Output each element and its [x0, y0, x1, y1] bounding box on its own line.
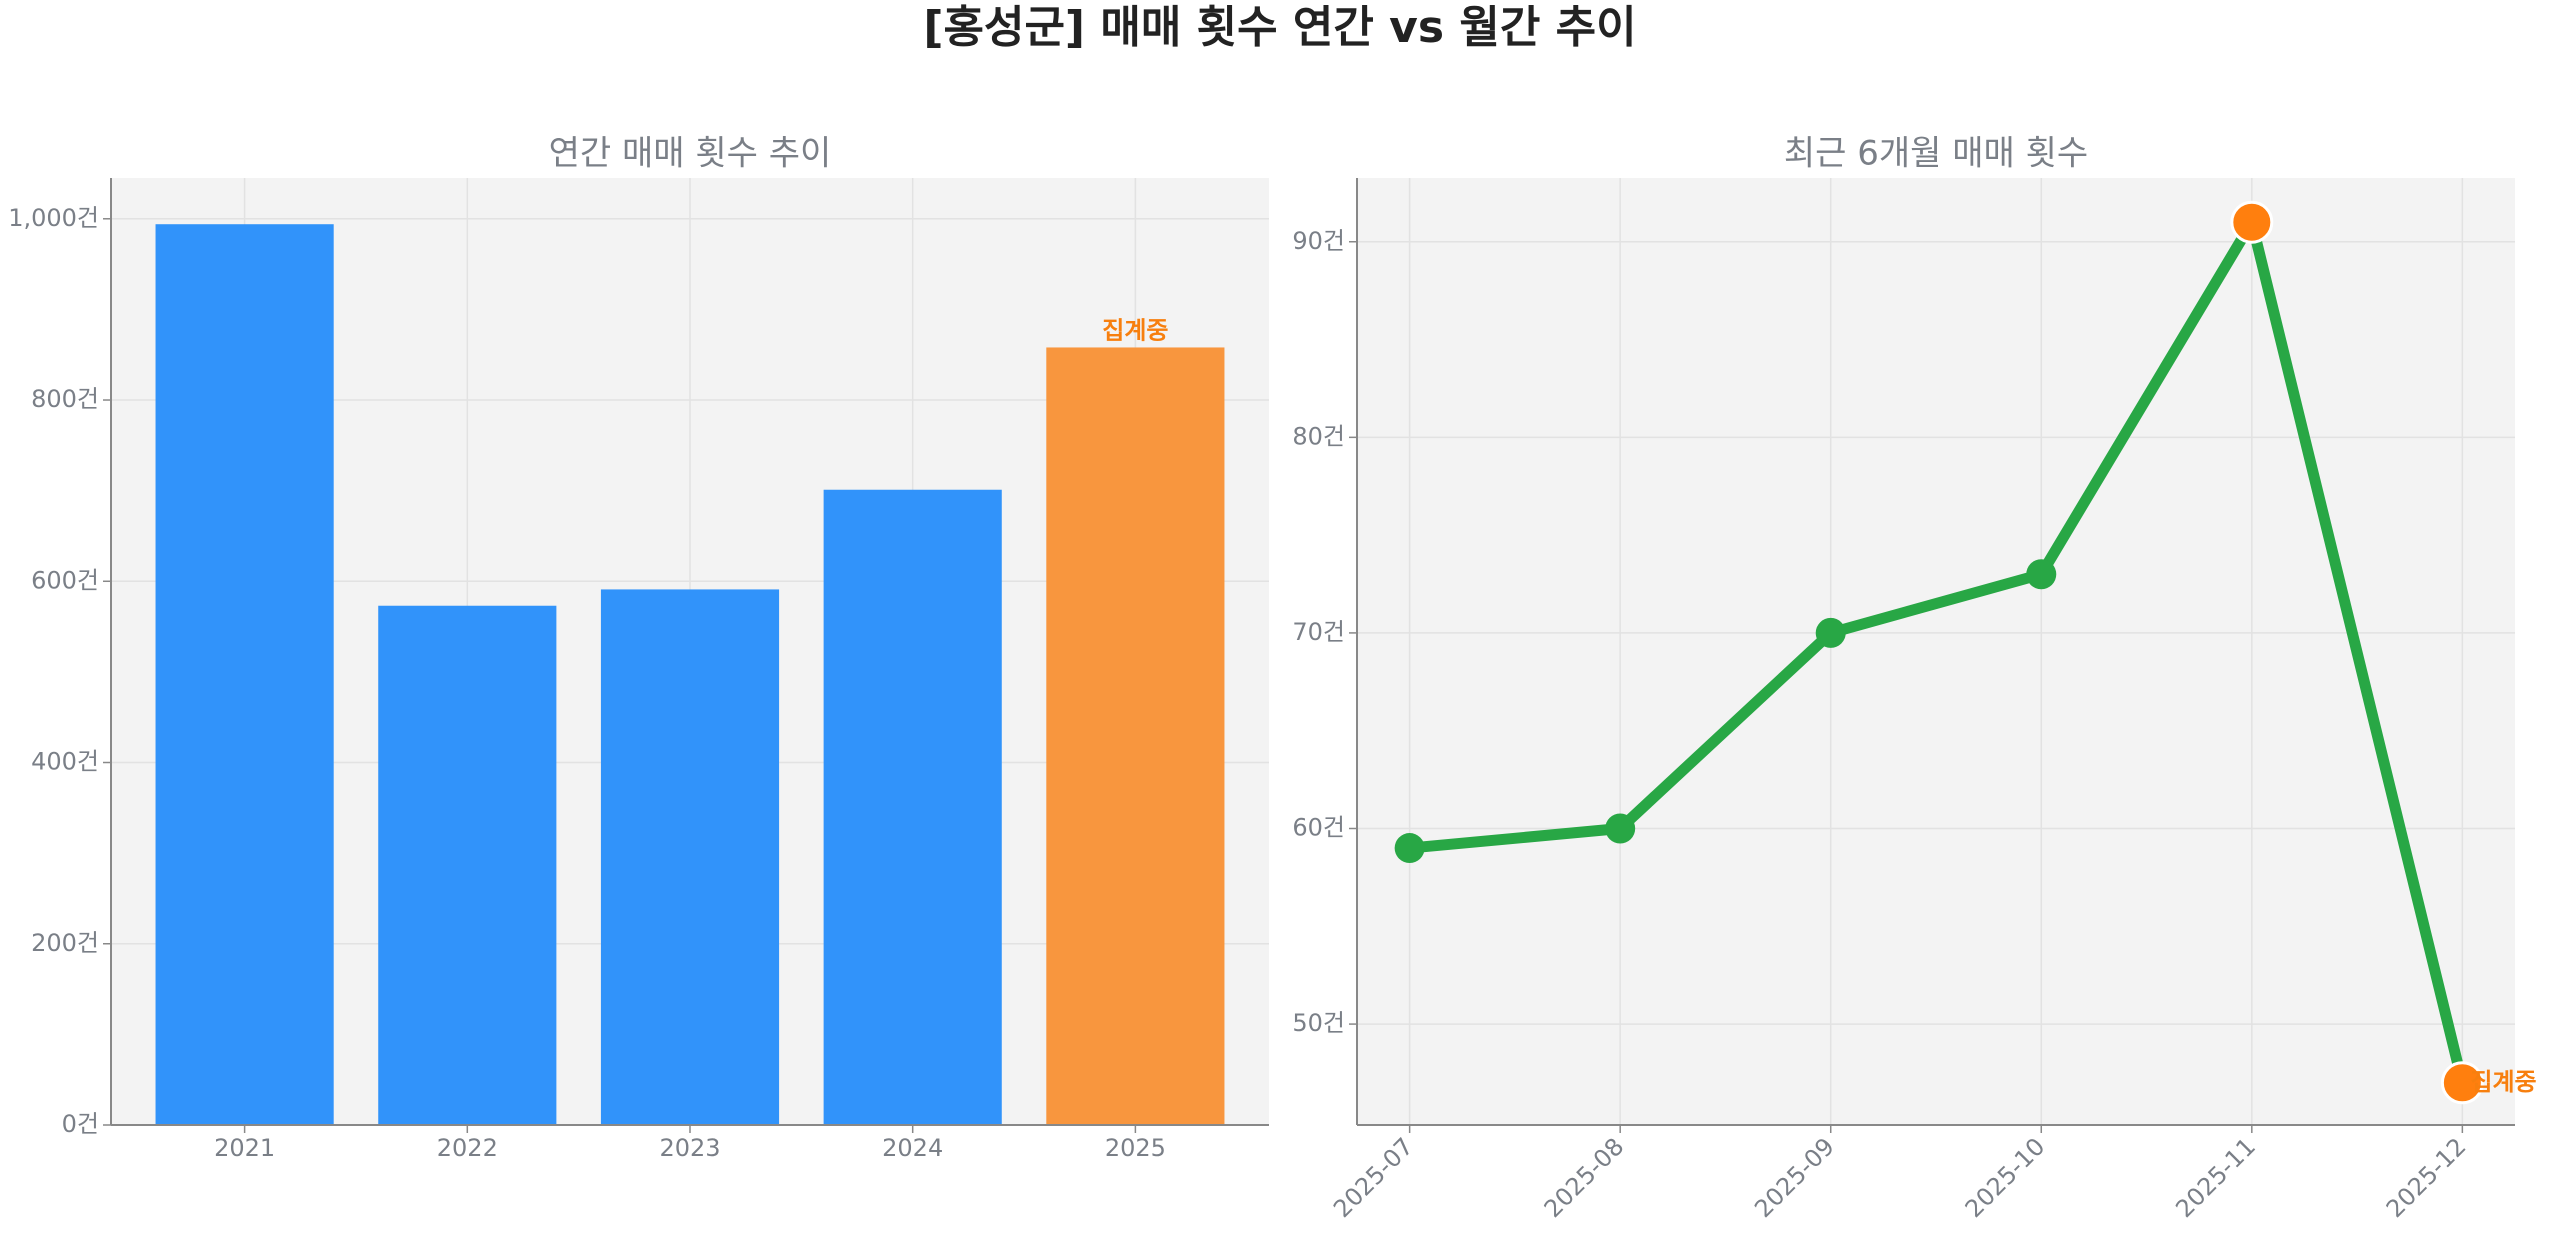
y-tick-label: 600건 [31, 566, 99, 594]
y-tick-label: 70건 [1292, 618, 1345, 646]
x-tick-label: 2025-08 [1539, 1132, 1630, 1223]
bar [378, 605, 557, 1125]
bar [600, 589, 780, 1125]
x-tick-label: 2024 [882, 1134, 943, 1162]
marker [2440, 1061, 2484, 1105]
figure-title: [홍성군] 매매 횟수 연간 vs 월간 추이 [923, 2, 1636, 53]
y-tick-label: 400건 [31, 748, 99, 776]
y-tick-label: 60건 [1292, 814, 1345, 842]
y-tick-label: 200건 [31, 929, 99, 957]
x-tick-label: 2025-07 [1328, 1132, 1419, 1223]
x-tick-label: 2025-09 [1749, 1132, 1840, 1223]
y-tick-label: 800건 [31, 385, 99, 413]
marker [1394, 833, 1425, 864]
y-tick-label: 90건 [1292, 227, 1345, 255]
plot-area [1357, 178, 2515, 1125]
marker [2230, 200, 2274, 244]
x-tick-label: 2025-11 [2170, 1132, 2261, 1223]
y-tick-label: 1,000건 [8, 204, 99, 232]
y-tick-label: 50건 [1292, 1009, 1345, 1037]
x-tick-label: 2021 [214, 1134, 275, 1162]
x-tick-label: 2025 [1105, 1134, 1166, 1162]
marker [1815, 617, 1846, 648]
marker [1605, 813, 1636, 844]
marker [2026, 559, 2057, 590]
y-tick-label: 80건 [1292, 422, 1345, 450]
x-tick-label: 2023 [659, 1134, 720, 1162]
chart-title: 연간 매매 횟수 추이 [549, 134, 832, 174]
x-tick-label: 2022 [437, 1134, 498, 1162]
annotation: 집계중 [1102, 316, 1168, 344]
bar [155, 224, 334, 1125]
y-tick-label: 0건 [62, 1110, 99, 1138]
x-tick-label: 2025-10 [1960, 1132, 2051, 1223]
bar [1046, 347, 1225, 1126]
annotation: 집계중 [2470, 1068, 2536, 1096]
bar [823, 489, 1002, 1125]
chart-title: 최근 6개월 매매 횟수 [1784, 134, 2088, 174]
x-tick-label: 2025-12 [2381, 1132, 2472, 1223]
line [1409, 216, 2468, 1085]
